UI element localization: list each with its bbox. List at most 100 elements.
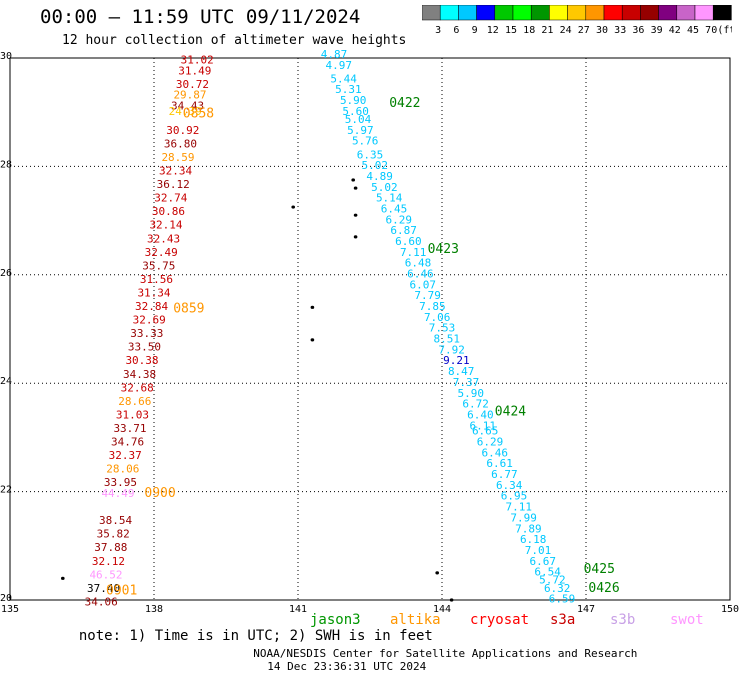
colorbar-tick-label: 9	[472, 25, 478, 36]
swh-value: 31.03	[116, 408, 149, 421]
swh-value: 6.61	[486, 457, 513, 470]
swh-value: 33.33	[130, 327, 163, 340]
swh-value: 7.79	[414, 289, 441, 302]
swh-value: 29.87	[173, 89, 206, 102]
swh-value: 33.50	[128, 341, 161, 354]
swh-value: 4.89	[366, 170, 393, 183]
swh-value: 6.72	[462, 398, 489, 411]
pass-time-label: 0424	[495, 405, 526, 420]
lat-tick-label: 28	[0, 159, 12, 170]
island-marker	[61, 576, 65, 580]
island-marker	[435, 571, 440, 575]
map-plot: 135 138 141 144 147 150 30 28 26 24 22 20 31.0231.49…	[0, 48, 739, 615]
swh-value: 28.06	[106, 463, 139, 476]
swh-value: 5.90	[340, 94, 367, 107]
footer-timestamp: 14 Dec 23:36:31 UTC 2024	[267, 660, 427, 673]
swh-value: 6.77	[491, 468, 518, 481]
swh-value: 33.95	[104, 476, 137, 489]
colorbar-tick-label: 45	[687, 25, 699, 36]
swh-value: 32.68	[121, 381, 154, 394]
swh-value: 30.86	[152, 205, 185, 218]
swh-value: 7.06	[424, 311, 451, 324]
lat-tick-label: 24	[0, 376, 12, 387]
swh-value: 34.76	[111, 436, 144, 449]
pass-time-label: 0422	[389, 96, 420, 111]
swh-value: 7.01	[525, 544, 552, 557]
swh-value: 37.88	[94, 541, 127, 554]
swh-value: 36.12	[157, 178, 190, 191]
legend-item-altika: altika	[390, 612, 441, 628]
page-title: 00:00 – 11:59 UTC 09/11/2024	[40, 6, 361, 28]
swh-value: 30.92	[166, 124, 199, 137]
swh-value: 32.49	[145, 246, 178, 259]
legend-item-s3b: s3b	[610, 612, 636, 628]
swh-value: 37.40	[87, 582, 120, 595]
colorbar-tick-label: 36	[632, 25, 644, 36]
swh-value: 32.12	[92, 555, 125, 568]
swh-value: 30.38	[125, 354, 158, 367]
swh-value: 7.92	[438, 343, 465, 356]
swh-value: 7.53	[429, 322, 456, 335]
colorbar-tick-label: 39	[651, 25, 663, 36]
swh-value: 32.37	[109, 449, 142, 462]
lat-tick-label: 22	[0, 485, 12, 496]
swh-value: 32.34	[159, 165, 192, 178]
pass-time-label: 0858	[183, 107, 214, 122]
swh-value: 28.66	[118, 395, 151, 408]
colorbar-tick-label: 3	[435, 25, 441, 36]
colorbar-tick-label: 18	[523, 25, 535, 36]
swh-value: 5.90	[458, 387, 485, 400]
pass-time-label: 0426	[588, 581, 619, 596]
lon-tick-label: 135	[1, 604, 19, 615]
swh-value: 44.49	[101, 487, 134, 500]
lat-tick-label: 26	[0, 268, 12, 279]
swh-value: 33.71	[113, 422, 146, 435]
swh-value: 7.99	[510, 511, 537, 524]
swh-value: 5.44	[330, 72, 357, 85]
swh-value: 6.46	[482, 446, 509, 459]
pass-time-label: 0859	[173, 302, 204, 317]
swh-value: 6.54	[534, 566, 561, 579]
swh-value: 7.85	[419, 300, 446, 313]
swh-value: 36.80	[164, 137, 197, 150]
island-marker	[310, 305, 315, 309]
map-frame	[9, 57, 731, 601]
swh-value: 4.97	[326, 59, 353, 72]
colorbar-swatch	[712, 5, 732, 21]
swh-value: 5.31	[335, 83, 362, 96]
swh-value: 6.87	[390, 224, 417, 237]
pass-time-label: 0900	[144, 486, 175, 501]
footer: NOAA/NESDIS Center for Satellite Applica…	[240, 634, 637, 673]
colorbar-tick-label: 70	[705, 25, 717, 36]
swh-value: 5.04	[345, 113, 372, 126]
legend-item-swot: swot	[670, 612, 704, 628]
swh-value: 6.18	[520, 533, 547, 546]
colorbar-tick-label: 6	[453, 25, 459, 36]
lon-tick-label: 138	[145, 604, 163, 615]
swh-value: 8.51	[434, 333, 461, 346]
swh-value: 32.74	[154, 192, 187, 205]
swh-value: 31.56	[140, 273, 173, 286]
colorbar-tick-label: (ft)	[717, 25, 732, 36]
swh-value: 34.38	[123, 368, 156, 381]
pass-time-label: 0901	[106, 584, 137, 599]
island-marker	[449, 598, 454, 602]
swh-value: 5.76	[352, 135, 379, 148]
swh-value: 31.34	[137, 286, 170, 299]
swh-value: 6.67	[530, 555, 557, 568]
legend-item-jason3: jason3	[310, 612, 361, 628]
lon-tick-label: 144	[433, 604, 451, 615]
swh-value: 6.65	[472, 425, 499, 438]
lon-tick-label: 141	[289, 604, 307, 615]
swh-value: 5.72	[539, 574, 566, 587]
swh-value: 46.52	[89, 568, 122, 581]
colorbar-tick-label: 12	[487, 25, 499, 36]
swh-value: 6.32	[544, 582, 571, 595]
swh-value: 32.69	[133, 314, 166, 327]
swh-value: 6.45	[381, 202, 408, 215]
lat-tick-label: 20	[0, 593, 12, 604]
legend-item-cryosat: cryosat	[470, 612, 530, 628]
colorbar-tick-label: 33	[614, 25, 626, 36]
swh-value: 5.14	[376, 192, 403, 205]
